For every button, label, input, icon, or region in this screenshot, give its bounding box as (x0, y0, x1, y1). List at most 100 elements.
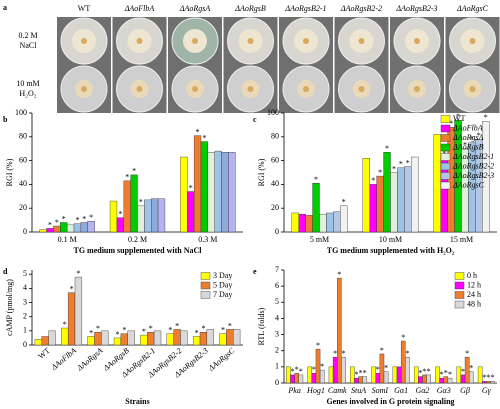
significance-mark: * (465, 349, 469, 358)
legend-label: 24 h (467, 290, 481, 299)
significance-mark: * (89, 213, 93, 222)
bar (358, 376, 363, 384)
bar (311, 373, 317, 384)
bar (116, 217, 124, 233)
row-label: 0.2 M (18, 31, 37, 40)
bar (490, 381, 495, 384)
bar (477, 366, 483, 384)
x-tick-label: StuA (351, 386, 366, 395)
legend-swatch (440, 134, 451, 142)
legend-swatch (200, 272, 211, 280)
significance-mark: * (221, 326, 225, 335)
significance-mark: * (118, 210, 122, 219)
strain-label: ΔAoFlbA (124, 4, 155, 13)
significance-mark: * (341, 349, 345, 358)
significance-mark: * (456, 112, 460, 121)
bar (305, 215, 313, 233)
significance-mark: * (440, 370, 444, 379)
bar (123, 180, 131, 233)
significance-mark: * (295, 365, 299, 374)
x-axis-label: Genes involved in G protein signaling (326, 397, 454, 406)
bar (328, 366, 334, 384)
y-tick-label: 4 (275, 313, 279, 322)
legend-swatch (200, 281, 211, 290)
bar (140, 334, 148, 346)
y-tick-label: 100 (267, 108, 279, 117)
legend-swatch (440, 153, 451, 161)
y-axis-label: cAMP (pmol/mg) (5, 279, 14, 336)
y-axis-label: RGI (%) (257, 158, 266, 186)
bar (333, 211, 341, 233)
bar (464, 356, 470, 384)
bar (400, 340, 406, 384)
legend-swatch (454, 300, 465, 309)
bar (73, 223, 82, 233)
bar (87, 221, 95, 233)
bar (435, 366, 440, 384)
significance-mark: * (75, 215, 79, 224)
significance-mark: * (482, 373, 486, 382)
colony-center (136, 86, 143, 92)
x-axis-label: TG medium supplemented with NaCl (73, 246, 202, 255)
bar (34, 339, 42, 346)
significance-mark: * (384, 364, 388, 373)
bar (39, 229, 47, 233)
colony-center (303, 38, 309, 44)
row-label: 10 mM (16, 79, 39, 88)
bar (422, 374, 427, 384)
y-tick-label: 20 (19, 203, 27, 212)
bar (405, 356, 410, 384)
legend-swatch (440, 124, 451, 133)
bar (153, 330, 162, 346)
x-tick-label: Pka (287, 386, 300, 395)
x-tick-label: Gα1 (394, 386, 408, 395)
significance-mark: * (168, 326, 172, 335)
strain-label: WT (78, 4, 91, 13)
bar (53, 225, 61, 233)
strain-label: ΔAoRgsB2-3 (395, 4, 437, 13)
panel-label: a (3, 3, 7, 12)
bar (200, 141, 209, 233)
y-tick-label: 3 (275, 329, 279, 338)
significance-mark: * (320, 362, 324, 371)
y-tick-label: 20 (271, 203, 279, 212)
bar (113, 337, 122, 346)
colony-center (469, 86, 476, 92)
significance-mark: * (401, 333, 405, 342)
x-tick-label: SomI (372, 386, 389, 395)
x-tick-label: 15 mM (450, 235, 473, 244)
legend-label: ΔAoRgsB2-1 (452, 152, 494, 161)
significance-mark: * (139, 198, 143, 207)
legend-swatch (440, 162, 451, 171)
significance-mark: * (70, 284, 74, 293)
significance-mark: * (76, 269, 80, 278)
colony-center (414, 86, 420, 92)
bar (290, 374, 295, 384)
x-tick-label: 10 mM (379, 235, 402, 244)
legend-swatch (440, 143, 451, 152)
bar (396, 366, 402, 384)
significance-mark: * (201, 324, 205, 333)
significance-mark: * (399, 160, 403, 169)
significance-mark: * (448, 370, 452, 379)
bar (404, 166, 412, 233)
y-tick-label: 80 (271, 132, 279, 141)
bar (187, 191, 195, 233)
significance-mark: * (376, 365, 380, 374)
bar (337, 277, 342, 384)
x-tick-label: 0.1 M (58, 235, 77, 244)
legend-label: 12 h (467, 280, 481, 289)
significance-mark: * (406, 158, 410, 167)
y-tick-label: 40 (19, 179, 27, 188)
y-tick-label: 2 (275, 346, 279, 355)
significance-mark: * (142, 327, 146, 336)
colony-center (192, 86, 198, 92)
significance-mark: * (423, 367, 427, 376)
bar (362, 376, 368, 384)
significance-mark: * (337, 270, 341, 279)
colony-center (81, 86, 87, 92)
bar (144, 199, 152, 233)
significance-mark: * (149, 324, 153, 333)
y-tick-label: 0 (275, 227, 279, 236)
